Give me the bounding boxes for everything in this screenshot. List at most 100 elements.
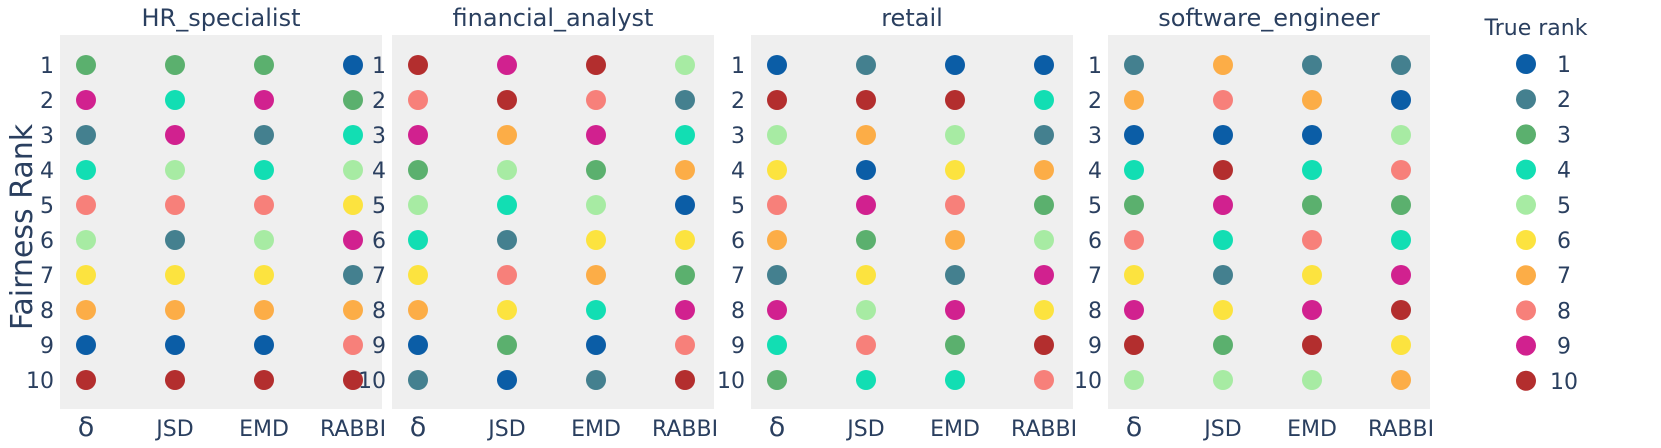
data-point <box>767 160 787 180</box>
y-tick-label: 3 <box>731 124 745 149</box>
y-tick-label: 4 <box>40 159 54 184</box>
data-point <box>1302 335 1322 355</box>
data-point <box>945 160 965 180</box>
data-point <box>1034 265 1054 285</box>
data-point <box>497 335 517 355</box>
data-point <box>254 265 274 285</box>
subplot-title: financial_analyst <box>453 4 654 32</box>
y-tick-label: 9 <box>372 334 386 359</box>
data-point <box>1124 265 1144 285</box>
data-point <box>1391 230 1411 250</box>
y-tick-label: 8 <box>1088 299 1102 324</box>
data-point <box>675 335 695 355</box>
data-point <box>1302 370 1322 390</box>
data-point <box>76 90 96 110</box>
data-point <box>1213 125 1233 145</box>
legend-label: 9 <box>1557 335 1571 360</box>
data-point <box>408 335 428 355</box>
data-point <box>767 335 787 355</box>
data-point <box>1124 300 1144 320</box>
data-point <box>408 230 428 250</box>
data-point <box>945 335 965 355</box>
y-tick-label: 1 <box>372 54 386 79</box>
data-point <box>76 370 96 390</box>
data-point <box>767 265 787 285</box>
data-point <box>1391 55 1411 75</box>
x-tick-label: δ <box>1126 412 1143 443</box>
data-point <box>1213 195 1233 215</box>
data-point <box>586 300 606 320</box>
data-point <box>1124 195 1144 215</box>
data-point <box>767 370 787 390</box>
subplot-title: software_engineer <box>1158 4 1380 32</box>
y-tick-label: 8 <box>40 299 54 324</box>
y-tick-label: 3 <box>1088 124 1102 149</box>
data-point <box>343 90 363 110</box>
data-point <box>408 370 428 390</box>
data-point <box>945 55 965 75</box>
x-tick-label: RABBI <box>1011 417 1077 442</box>
data-point <box>497 265 517 285</box>
y-tick-label: 5 <box>1088 194 1102 219</box>
data-point <box>675 160 695 180</box>
data-point <box>675 370 695 390</box>
legend-label: 7 <box>1557 264 1571 289</box>
y-tick-label: 10 <box>358 369 386 394</box>
data-point <box>675 230 695 250</box>
data-point <box>1302 55 1322 75</box>
data-point <box>1302 230 1322 250</box>
data-point <box>1391 90 1411 110</box>
legend-label: 8 <box>1557 299 1571 324</box>
x-tick-label: JSD <box>486 417 525 442</box>
x-tick-label: RABBI <box>652 417 718 442</box>
data-point <box>856 125 876 145</box>
subplot-software_engineer: software_engineer 1 2 3 4 5 6 7 8 9 10 δ JSD EMD RABBI <box>1074 4 1434 443</box>
data-point <box>675 265 695 285</box>
plot-background <box>751 35 1073 409</box>
x-tick-label: EMD <box>1287 417 1337 442</box>
data-point <box>343 160 363 180</box>
legend-marker <box>1516 300 1536 321</box>
data-point <box>1124 90 1144 110</box>
data-point <box>408 55 428 75</box>
data-point <box>497 230 517 250</box>
data-point <box>1124 335 1144 355</box>
data-point <box>1391 370 1411 390</box>
data-point <box>254 125 274 145</box>
data-point <box>945 370 965 390</box>
y-tick-label: 2 <box>1088 89 1102 114</box>
data-point <box>1391 195 1411 215</box>
data-point <box>497 300 517 320</box>
data-point <box>1391 265 1411 285</box>
subplot-financial_analyst: financial_analyst 1 2 3 4 5 6 7 8 9 10 δ JSD EMD RABBI <box>358 4 718 443</box>
legend-marker <box>1516 194 1536 215</box>
data-point <box>76 265 96 285</box>
data-point <box>586 230 606 250</box>
data-point <box>343 195 363 215</box>
legend-title: True rank <box>1484 16 1588 41</box>
data-point <box>767 230 787 250</box>
data-point <box>1213 300 1233 320</box>
y-tick-label: 6 <box>1088 229 1102 254</box>
y-tick-label: 10 <box>1074 369 1102 394</box>
data-point <box>343 370 363 390</box>
legend: True rank 1 2 3 4 5 6 7 8 9 10 <box>1484 16 1588 395</box>
data-point <box>1213 160 1233 180</box>
data-point <box>1213 265 1233 285</box>
plot-background <box>60 35 382 409</box>
legend-marker <box>1516 230 1536 250</box>
data-point <box>165 300 185 320</box>
data-point <box>1391 160 1411 180</box>
data-point <box>343 125 363 145</box>
data-point <box>767 300 787 320</box>
legend-label: 2 <box>1557 88 1571 113</box>
data-point <box>343 335 363 355</box>
data-point <box>1213 335 1233 355</box>
data-point <box>1213 55 1233 75</box>
data-point <box>1213 90 1233 110</box>
data-point <box>165 195 185 215</box>
data-point <box>1302 265 1322 285</box>
data-point <box>767 90 787 110</box>
data-point <box>586 90 606 110</box>
data-point <box>1034 230 1054 250</box>
